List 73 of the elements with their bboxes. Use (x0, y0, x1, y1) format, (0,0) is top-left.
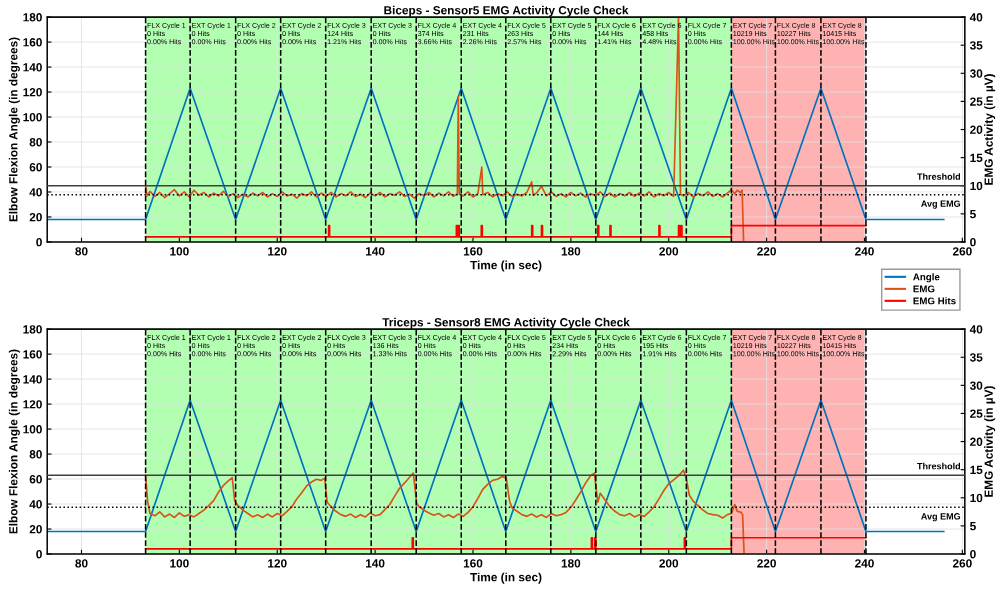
y-axis-title: Elbow Flexion Angle (in degrees) (8, 349, 20, 534)
y-tick-label: 20 (29, 525, 42, 534)
y2-tick-label: 25 (970, 409, 983, 418)
y2-tick-label: 30 (969, 381, 983, 390)
y-tick-label: 180 (23, 325, 42, 334)
x-tick-label: 80 (75, 247, 88, 256)
y2-axis-title: EMG Activity (in µV) (984, 74, 996, 185)
y2-tick-label: 40 (969, 325, 983, 334)
x-tick-label: 120 (268, 247, 287, 256)
y-tick-label: 40 (29, 500, 42, 509)
ref-line-label: Avg EMG (921, 513, 961, 522)
y2-tick-label: 40 (969, 13, 983, 22)
x-tick-label: 220 (757, 559, 776, 568)
y-tick-label: 180 (23, 13, 42, 22)
y2-tick-label: 10 (970, 181, 983, 191)
y2-tick-label: 0 (970, 550, 976, 559)
y2-tick-label: 35 (969, 353, 983, 362)
x-tick-label: 100 (170, 247, 189, 256)
x-axis-title: Time (in sec) (470, 572, 542, 584)
y-tick-label: 140 (23, 63, 42, 72)
x-tick-label: 200 (659, 247, 679, 256)
x-tick-label: 100 (170, 559, 189, 568)
y2-tick-label: 5 (970, 210, 976, 219)
y2-tick-label: 0 (970, 238, 976, 247)
y-tick-label: 80 (29, 138, 42, 147)
legend-label: EMG Hits (913, 297, 956, 305)
x-tick-label: 80 (75, 559, 88, 568)
y-tick-label: 100 (23, 113, 42, 122)
y2-tick-label: 30 (969, 69, 983, 78)
x-tick-label: 260 (952, 247, 972, 256)
y-tick-label: 100 (23, 425, 42, 434)
chart-title: Biceps - Sensor5 EMG Activity Cycle Check (384, 5, 629, 17)
x-tick-label: 240 (855, 247, 874, 256)
y-tick-label: 120 (23, 88, 42, 97)
y2-tick-label: 5 (970, 522, 976, 531)
ref-line-label: Avg EMG (921, 200, 961, 209)
x-tick-label: 240 (855, 559, 874, 568)
y2-tick-label: 15 (970, 465, 983, 475)
x-tick-label: 160 (463, 247, 483, 256)
ref-line-label: Threshold (917, 462, 961, 470)
y2-tick-label: 20 (970, 125, 983, 134)
y2-tick-label: 10 (970, 493, 983, 503)
x-tick-label: 180 (561, 559, 581, 568)
y2-tick-label: 15 (970, 153, 983, 163)
x-tick-label: 140 (366, 559, 385, 568)
y-tick-label: 40 (29, 188, 42, 197)
y-tick-label: 140 (23, 375, 42, 384)
y-axis-title: Elbow Flexion Angle (in degrees) (8, 37, 20, 222)
x-tick-label: 260 (952, 559, 972, 568)
y-tick-label: 0 (36, 550, 42, 559)
y-tick-label: 20 (29, 213, 42, 222)
y2-axis-title: EMG Activity (in µV) (984, 386, 996, 497)
y-tick-label: 120 (23, 400, 42, 409)
legend-label: EMG (913, 285, 935, 293)
ref-line-label: Threshold (917, 173, 961, 180)
x-tick-label: 220 (757, 247, 776, 256)
y-tick-label: 0 (36, 238, 42, 247)
y-tick-label: 60 (29, 475, 42, 484)
y-tick-label: 60 (29, 163, 42, 172)
y-tick-label: 160 (23, 350, 42, 359)
x-tick-label: 120 (268, 559, 287, 568)
y2-tick-label: 20 (970, 437, 983, 446)
x-tick-label: 140 (366, 247, 385, 256)
chart-title: Triceps - Sensor8 EMG Activity Cycle Check (382, 317, 630, 329)
legend-label: Angle (913, 273, 940, 283)
x-axis-title: Time (in sec) (470, 260, 542, 272)
y2-tick-label: 25 (970, 97, 983, 106)
x-tick-label: 160 (463, 559, 483, 568)
y-tick-label: 160 (23, 38, 42, 47)
y2-tick-label: 35 (969, 41, 983, 50)
y-tick-label: 80 (29, 450, 42, 459)
x-tick-label: 180 (561, 247, 581, 256)
x-tick-label: 200 (659, 559, 679, 568)
